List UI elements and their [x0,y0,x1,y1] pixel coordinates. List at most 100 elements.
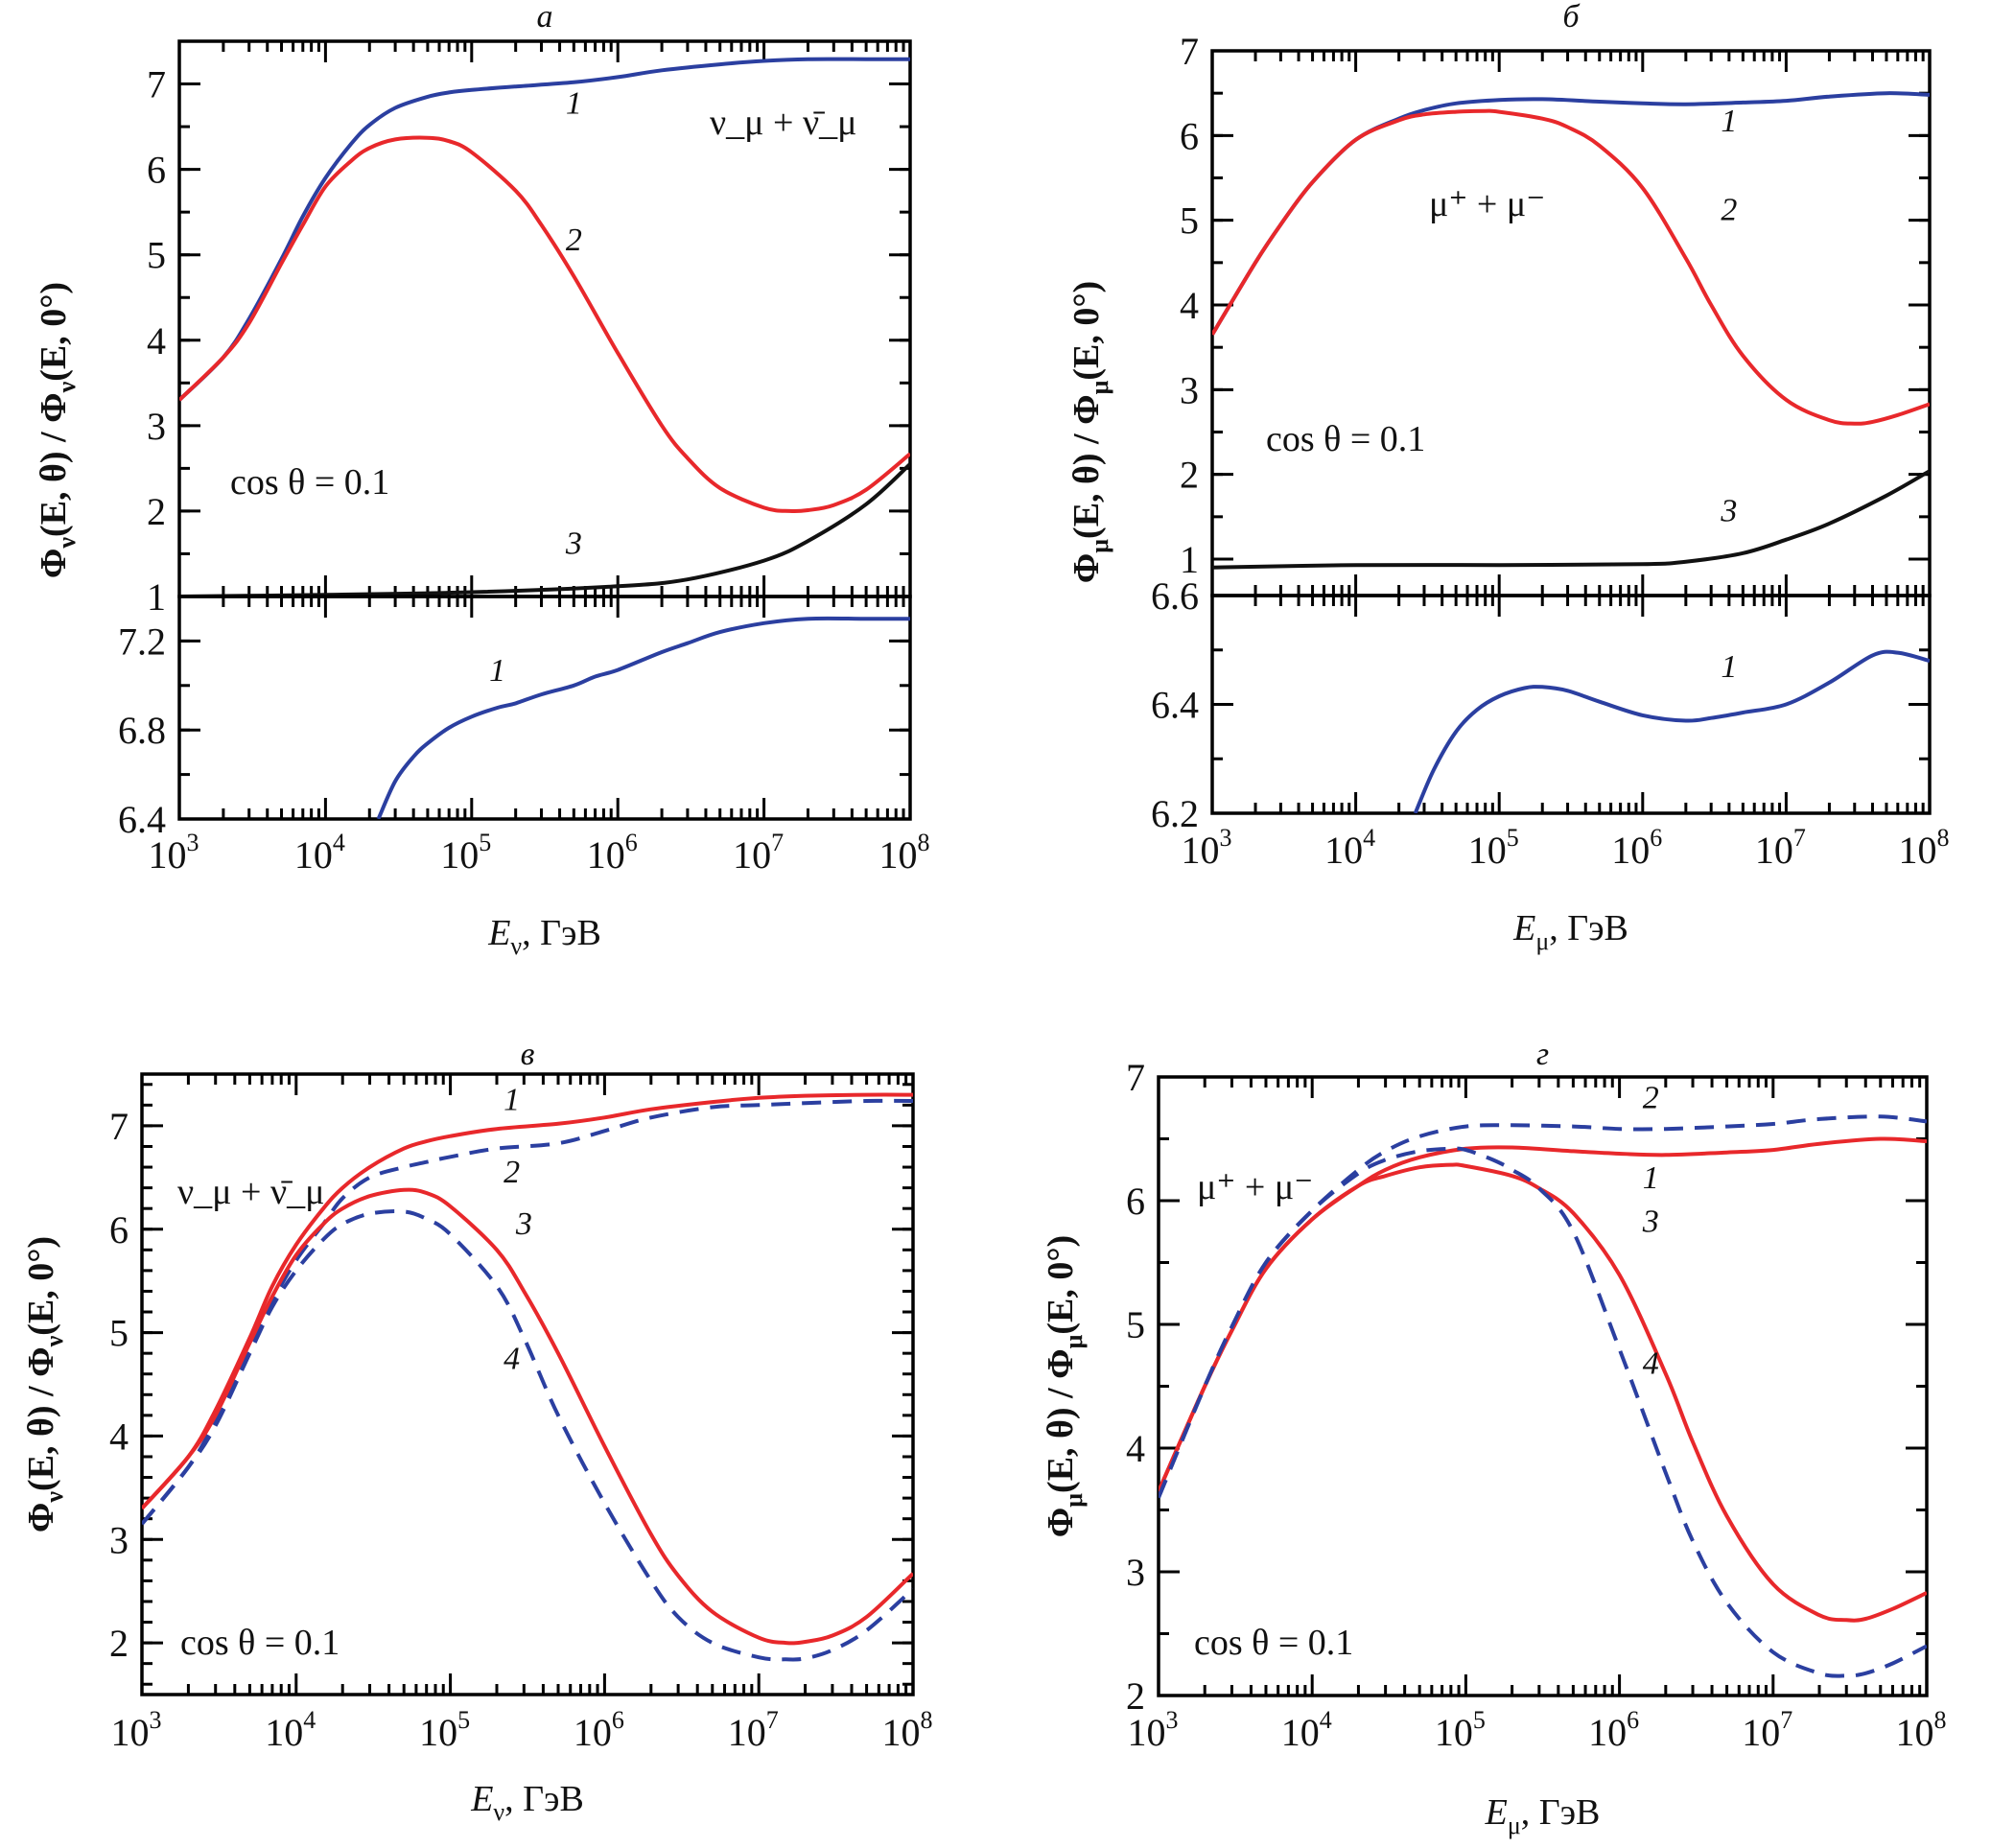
series-1-line [179,57,910,402]
x-axis-unit: , ГэВ [1549,908,1628,948]
axes-frame [177,595,912,821]
y-tick-label: 4 [109,1415,129,1458]
x-tick-label: 108 [882,1706,933,1754]
series-1-line [1413,649,1930,813]
y-tick-label: 3 [1180,368,1199,411]
y-den-symbol: Φ [21,1346,61,1377]
x-tick-exponent: 8 [918,829,930,856]
x-tick-label: 103 [1182,824,1232,872]
y-tick-label: 6.4 [1151,684,1199,727]
series-1-label: 1 [489,653,505,689]
series-2-line [142,1098,913,1526]
x-tick-base: 10 [1435,1711,1473,1754]
axes-frame [140,1072,915,1696]
y-tick-label: 5 [1180,199,1199,243]
x-tick-label: 108 [1899,824,1950,872]
x-tick-label: 103 [1128,1706,1179,1754]
series-1-label: 1 [504,1083,520,1118]
x-tick-exponent: 6 [1627,1706,1639,1734]
y-tick-label: 3 [109,1518,129,1561]
x-tick-exponent: 4 [1320,1706,1332,1734]
series-2-label: 2 [504,1155,520,1190]
x-tick-exponent: 8 [921,1706,933,1734]
y-tick-label: 2 [1126,1674,1145,1718]
x-tick-base: 10 [574,1711,612,1754]
cos-theta-annotation: cos θ = 0.1 [1194,1623,1353,1663]
series-3-label: 3 [565,526,582,561]
x-tick-label: 107 [1742,1706,1792,1754]
x-tick-label: 107 [1755,824,1806,872]
x-tick-label: 103 [149,829,199,877]
x-tick-exponent: 7 [771,829,784,856]
y-tick-label: 2 [147,490,166,533]
series-2-line [179,135,910,514]
subplot-1: 6.4 6.8 7.2 1 [118,595,912,841]
series-3-line [179,462,910,597]
x-tick-exponent: 7 [1793,824,1806,852]
x-tick-exponent: 4 [333,829,345,856]
axes-frame [1210,49,1932,597]
y-tick-label: 7 [109,1105,129,1148]
x-tick-exponent: 6 [625,829,638,856]
cos-theta-annotation: cos θ = 0.1 [180,1623,340,1663]
x-tick-base: 10 [1468,829,1507,872]
y-tick-label: 6 [109,1208,129,1251]
x-tick-base: 10 [440,833,479,877]
y-tick-label: 6.6 [1151,574,1199,618]
x-tick-label: 107 [728,1706,779,1754]
y-num-args: (E, θ) / [1066,425,1107,539]
x-tick-exponent: 3 [1166,1706,1179,1734]
x-axis-var: E [487,913,510,953]
x-tick-base: 10 [1182,829,1220,872]
y-den-sub: μ [1086,380,1113,394]
y-num-symbol: Φ [1041,1508,1081,1538]
x-axis-title: Eμ, ГэВ [1512,908,1628,955]
y-den-sub: μ [1060,1334,1088,1348]
x-tick-base: 10 [1281,1711,1320,1754]
x-axis-unit: , ГэВ [1521,1792,1601,1833]
y-den-sub: ν [40,1335,68,1347]
x-axis-sub: μ [1508,1812,1521,1839]
y-den-args: (E, 0°) [34,282,74,382]
series-2-label: 2 [1721,193,1737,228]
x-axis-var: E [1485,1792,1508,1833]
y-num-args: (E, θ) / [21,1377,61,1491]
x-tick-base: 10 [294,833,333,877]
y-num-args: (E, θ) / [1041,1379,1081,1493]
axes-frame [1210,594,1932,815]
y-num-symbol: Φ [34,549,74,579]
y-tick-label: 6.8 [118,709,166,752]
y-tick-label: 3 [1126,1551,1145,1594]
x-tick-exponent: 5 [479,829,491,856]
y-tick-label: 5 [1126,1303,1145,1346]
x-tick-exponent: 4 [1363,824,1375,852]
x-tick-base: 10 [1755,829,1793,872]
series-4-label: 4 [1643,1346,1659,1382]
x-tick-exponent: 6 [1650,824,1662,852]
x-tick-label: 105 [1435,1706,1486,1754]
series-3-label: 3 [515,1206,532,1242]
x-tick-base: 10 [587,833,625,877]
x-tick-base: 10 [1896,1711,1934,1754]
subplot-0: 2 3 4 5 6 7 1 2 3 4 [109,1072,915,1696]
subplot-0: 1 2 3 4 5 6 7 1 2 3 [1180,30,1932,597]
x-tick-exponent: 5 [457,1706,470,1734]
x-tick-label: 104 [265,1706,316,1754]
x-tick-base: 10 [728,1711,766,1754]
x-tick-exponent: 5 [1473,1706,1486,1734]
y-tick-label: 3 [147,405,166,448]
x-tick-exponent: 4 [303,1706,316,1734]
x-tick-exponent: 3 [150,1706,162,1734]
y-tick-label: 6.2 [1151,792,1199,835]
series-4-line [1159,1146,1927,1678]
y-num-sub: ν [53,537,81,550]
x-tick-exponent: 6 [612,1706,624,1734]
panel-letter: г [1536,1037,1549,1072]
x-axis-title: Eμ, ГэВ [1485,1792,1601,1839]
y-tick-label: 5 [147,234,166,277]
